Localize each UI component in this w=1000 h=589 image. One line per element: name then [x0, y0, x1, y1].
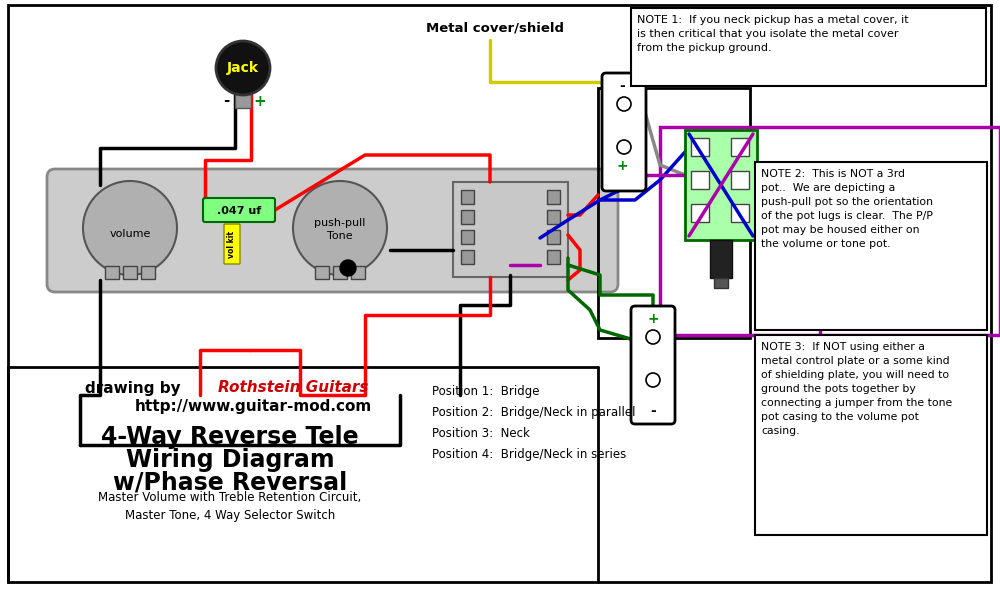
Text: vol kit: vol kit	[228, 230, 237, 257]
Bar	[731, 171, 749, 189]
Text: NOTE 2:  This is NOT a 3rd
pot..  We are depicting a
push-pull pot so the orient: NOTE 2: This is NOT a 3rd pot.. We are d…	[761, 169, 933, 249]
Bar	[755, 335, 987, 535]
Text: -: -	[650, 404, 656, 418]
Bar	[710, 240, 732, 278]
Text: Position 1:  Bridge
Position 2:  Bridge/Neck in parallel
Position 3:  Neck
Posit: Position 1: Bridge Position 2: Bridge/Ne…	[432, 385, 636, 461]
Bar	[547, 250, 560, 264]
Text: NOTE 3:  If NOT using either a
metal control plate or a some kind
of shielding p: NOTE 3: If NOT using either a metal cont…	[761, 342, 952, 436]
Text: http://www.guitar-mod.com: http://www.guitar-mod.com	[135, 399, 372, 415]
Bar	[461, 190, 474, 204]
Text: volume: volume	[109, 229, 151, 239]
Circle shape	[617, 140, 631, 154]
Bar	[461, 230, 474, 244]
Bar	[105, 266, 119, 279]
Bar	[333, 266, 347, 279]
Bar	[123, 266, 137, 279]
Text: -: -	[223, 94, 229, 108]
Bar	[691, 138, 709, 156]
Bar	[631, 8, 986, 86]
Bar	[351, 266, 365, 279]
Bar	[660, 127, 1000, 335]
Bar	[691, 204, 709, 222]
Bar	[598, 88, 750, 338]
Bar	[731, 204, 749, 222]
Text: .047 uf: .047 uf	[217, 206, 261, 216]
Circle shape	[293, 181, 387, 275]
Circle shape	[83, 181, 177, 275]
Text: push-pull: push-pull	[314, 218, 366, 228]
Bar	[731, 138, 749, 156]
FancyBboxPatch shape	[224, 224, 240, 264]
Bar	[141, 266, 155, 279]
Circle shape	[340, 260, 356, 276]
Text: +: +	[616, 159, 628, 173]
Text: Master Volume with Treble Retention Circuit,
Master Tone, 4 Way Selector Switch: Master Volume with Treble Retention Circ…	[98, 491, 362, 522]
Bar	[547, 210, 560, 224]
Text: w/Phase Reversal: w/Phase Reversal	[113, 470, 347, 494]
Text: Jack: Jack	[227, 61, 259, 75]
Bar	[461, 210, 474, 224]
FancyBboxPatch shape	[602, 73, 646, 191]
Text: Metal cover/shield: Metal cover/shield	[426, 22, 564, 35]
FancyBboxPatch shape	[47, 169, 618, 292]
Bar	[315, 266, 329, 279]
Text: drawing by: drawing by	[85, 380, 186, 395]
Text: +: +	[647, 312, 659, 326]
Text: 4-Way Reverse Tele: 4-Way Reverse Tele	[101, 425, 359, 449]
Bar	[755, 162, 987, 330]
FancyBboxPatch shape	[631, 306, 675, 424]
Circle shape	[646, 330, 660, 344]
Text: Rothstein Guitars: Rothstein Guitars	[218, 380, 368, 395]
Circle shape	[216, 41, 270, 95]
Bar	[714, 278, 728, 288]
FancyBboxPatch shape	[203, 198, 275, 222]
Bar	[461, 250, 474, 264]
Text: NOTE 1:  If you neck pickup has a metal cover, it
is then critical that you isol: NOTE 1: If you neck pickup has a metal c…	[637, 15, 909, 53]
Circle shape	[646, 373, 660, 387]
Bar	[685, 130, 757, 240]
Circle shape	[617, 97, 631, 111]
Bar	[235, 92, 251, 108]
Bar	[453, 182, 568, 277]
Bar	[691, 171, 709, 189]
Text: +: +	[254, 94, 266, 108]
Text: Tone: Tone	[327, 231, 353, 241]
Bar	[547, 230, 560, 244]
Bar	[547, 190, 560, 204]
Text: -: -	[619, 79, 625, 93]
Text: Wiring Diagram: Wiring Diagram	[126, 448, 334, 472]
